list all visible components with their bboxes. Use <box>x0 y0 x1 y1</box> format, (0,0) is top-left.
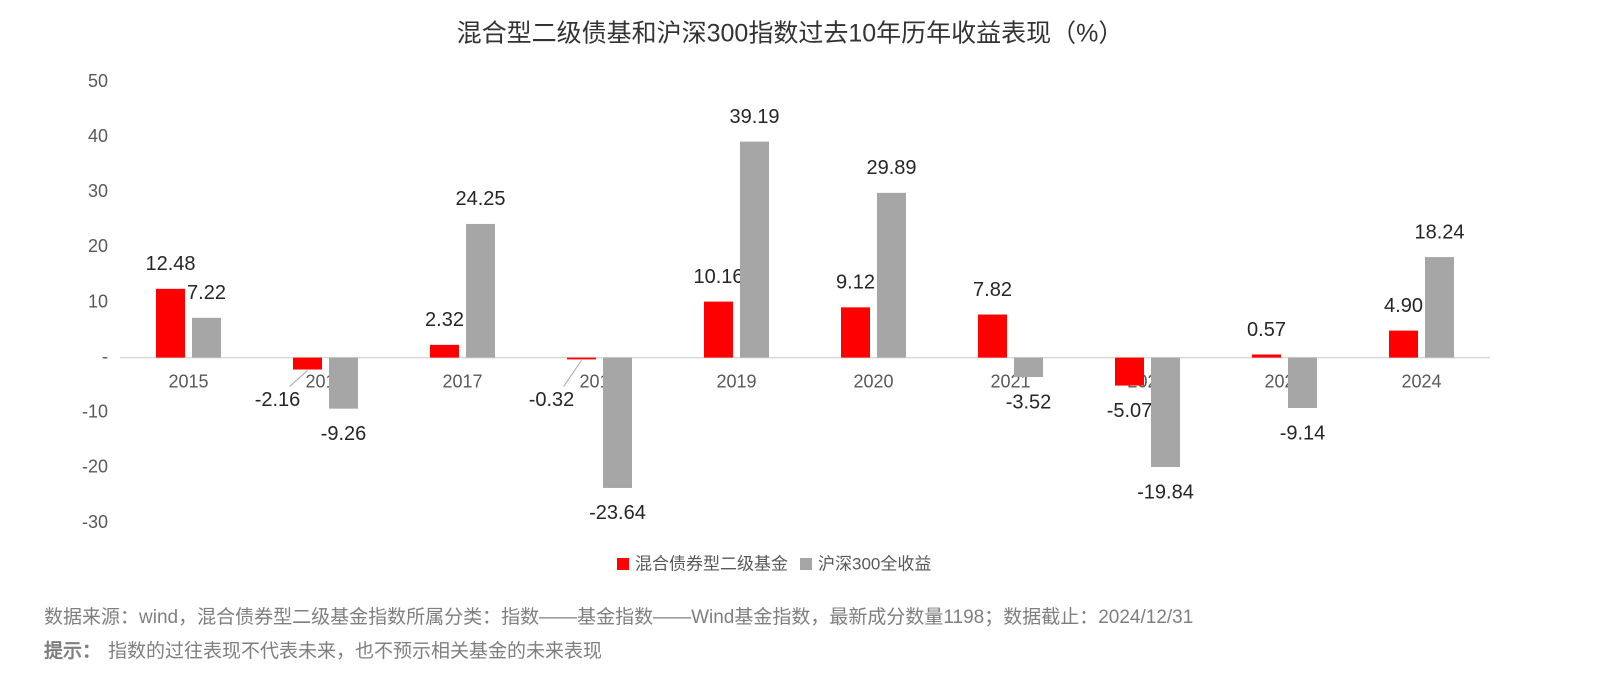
y-tick-label: 30 <box>88 181 108 201</box>
y-tick-label: 50 <box>88 71 108 91</box>
data-label: 7.82 <box>973 279 1012 301</box>
data-label: 9.12 <box>836 272 875 294</box>
data-label: 0.57 <box>1247 319 1286 341</box>
x-tick-label: 2015 <box>168 371 208 391</box>
data-label: 39.19 <box>729 106 779 128</box>
bar <box>841 307 870 358</box>
bar <box>156 288 185 358</box>
bar <box>603 357 632 488</box>
data-label: 7.22 <box>187 282 226 304</box>
y-tick-label: -30 <box>82 512 108 532</box>
data-label: 4.90 <box>1384 295 1423 317</box>
data-label: 24.25 <box>455 188 505 210</box>
leader-line <box>563 360 582 387</box>
legend-swatch <box>617 558 629 570</box>
bar <box>1151 357 1180 467</box>
footer-source: 数据来源：wind，混合债券型二级基金指数所属分类：指数——基金指数——Wind… <box>44 606 1193 628</box>
data-label: -9.26 <box>321 423 367 445</box>
data-label: 12.48 <box>145 253 195 275</box>
data-label: -19.84 <box>1137 481 1194 503</box>
legend-label: 混合债券型二级基金 <box>635 554 788 573</box>
data-label: 29.89 <box>866 157 916 179</box>
bar <box>704 301 733 358</box>
x-tick-label: 2017 <box>442 371 482 391</box>
bar <box>1252 354 1281 358</box>
bar <box>567 357 596 360</box>
bar <box>1115 357 1144 386</box>
data-label: -3.52 <box>1006 391 1052 413</box>
data-label: 10.16 <box>693 266 743 288</box>
footer-note: 指数的过往表现不代表未来，也不预示相关基金的未来表现 <box>108 640 602 662</box>
y-tick-label: 20 <box>88 236 108 256</box>
y-tick-label: - <box>102 346 108 366</box>
y-tick-label: 40 <box>88 126 108 146</box>
data-label: -9.14 <box>1280 422 1326 444</box>
data-label: -5.07 <box>1107 400 1153 422</box>
y-tick-label: -10 <box>82 402 108 422</box>
x-tick-label: 2019 <box>716 371 756 391</box>
bar <box>1425 257 1454 358</box>
data-label: -2.16 <box>255 389 301 411</box>
y-tick-label: -20 <box>82 457 108 477</box>
bar <box>329 357 358 409</box>
data-label: -0.32 <box>529 389 575 411</box>
bar <box>430 344 459 358</box>
bar <box>740 141 769 358</box>
bar <box>877 192 906 358</box>
y-tick-label: 10 <box>88 291 108 311</box>
data-label: -23.64 <box>589 502 646 524</box>
bar <box>192 317 221 358</box>
bar <box>293 357 322 370</box>
footer-note-label: 提示： <box>44 639 101 662</box>
bar <box>466 223 495 358</box>
chart-title: 混合型二级债基和沪深300指数过去10年历年收益表现（%） <box>457 20 1124 48</box>
x-tick-label: 2024 <box>1401 371 1441 391</box>
bar <box>1014 357 1043 378</box>
bar <box>1288 357 1317 409</box>
bar <box>1389 330 1418 358</box>
bar <box>978 314 1007 358</box>
x-tick-label: 2020 <box>853 371 893 391</box>
legend-label: 沪深300全收益 <box>818 554 931 573</box>
legend-swatch <box>800 558 812 570</box>
data-label: 2.32 <box>425 309 464 331</box>
leader-line <box>289 370 308 387</box>
data-label: 18.24 <box>1414 221 1464 243</box>
